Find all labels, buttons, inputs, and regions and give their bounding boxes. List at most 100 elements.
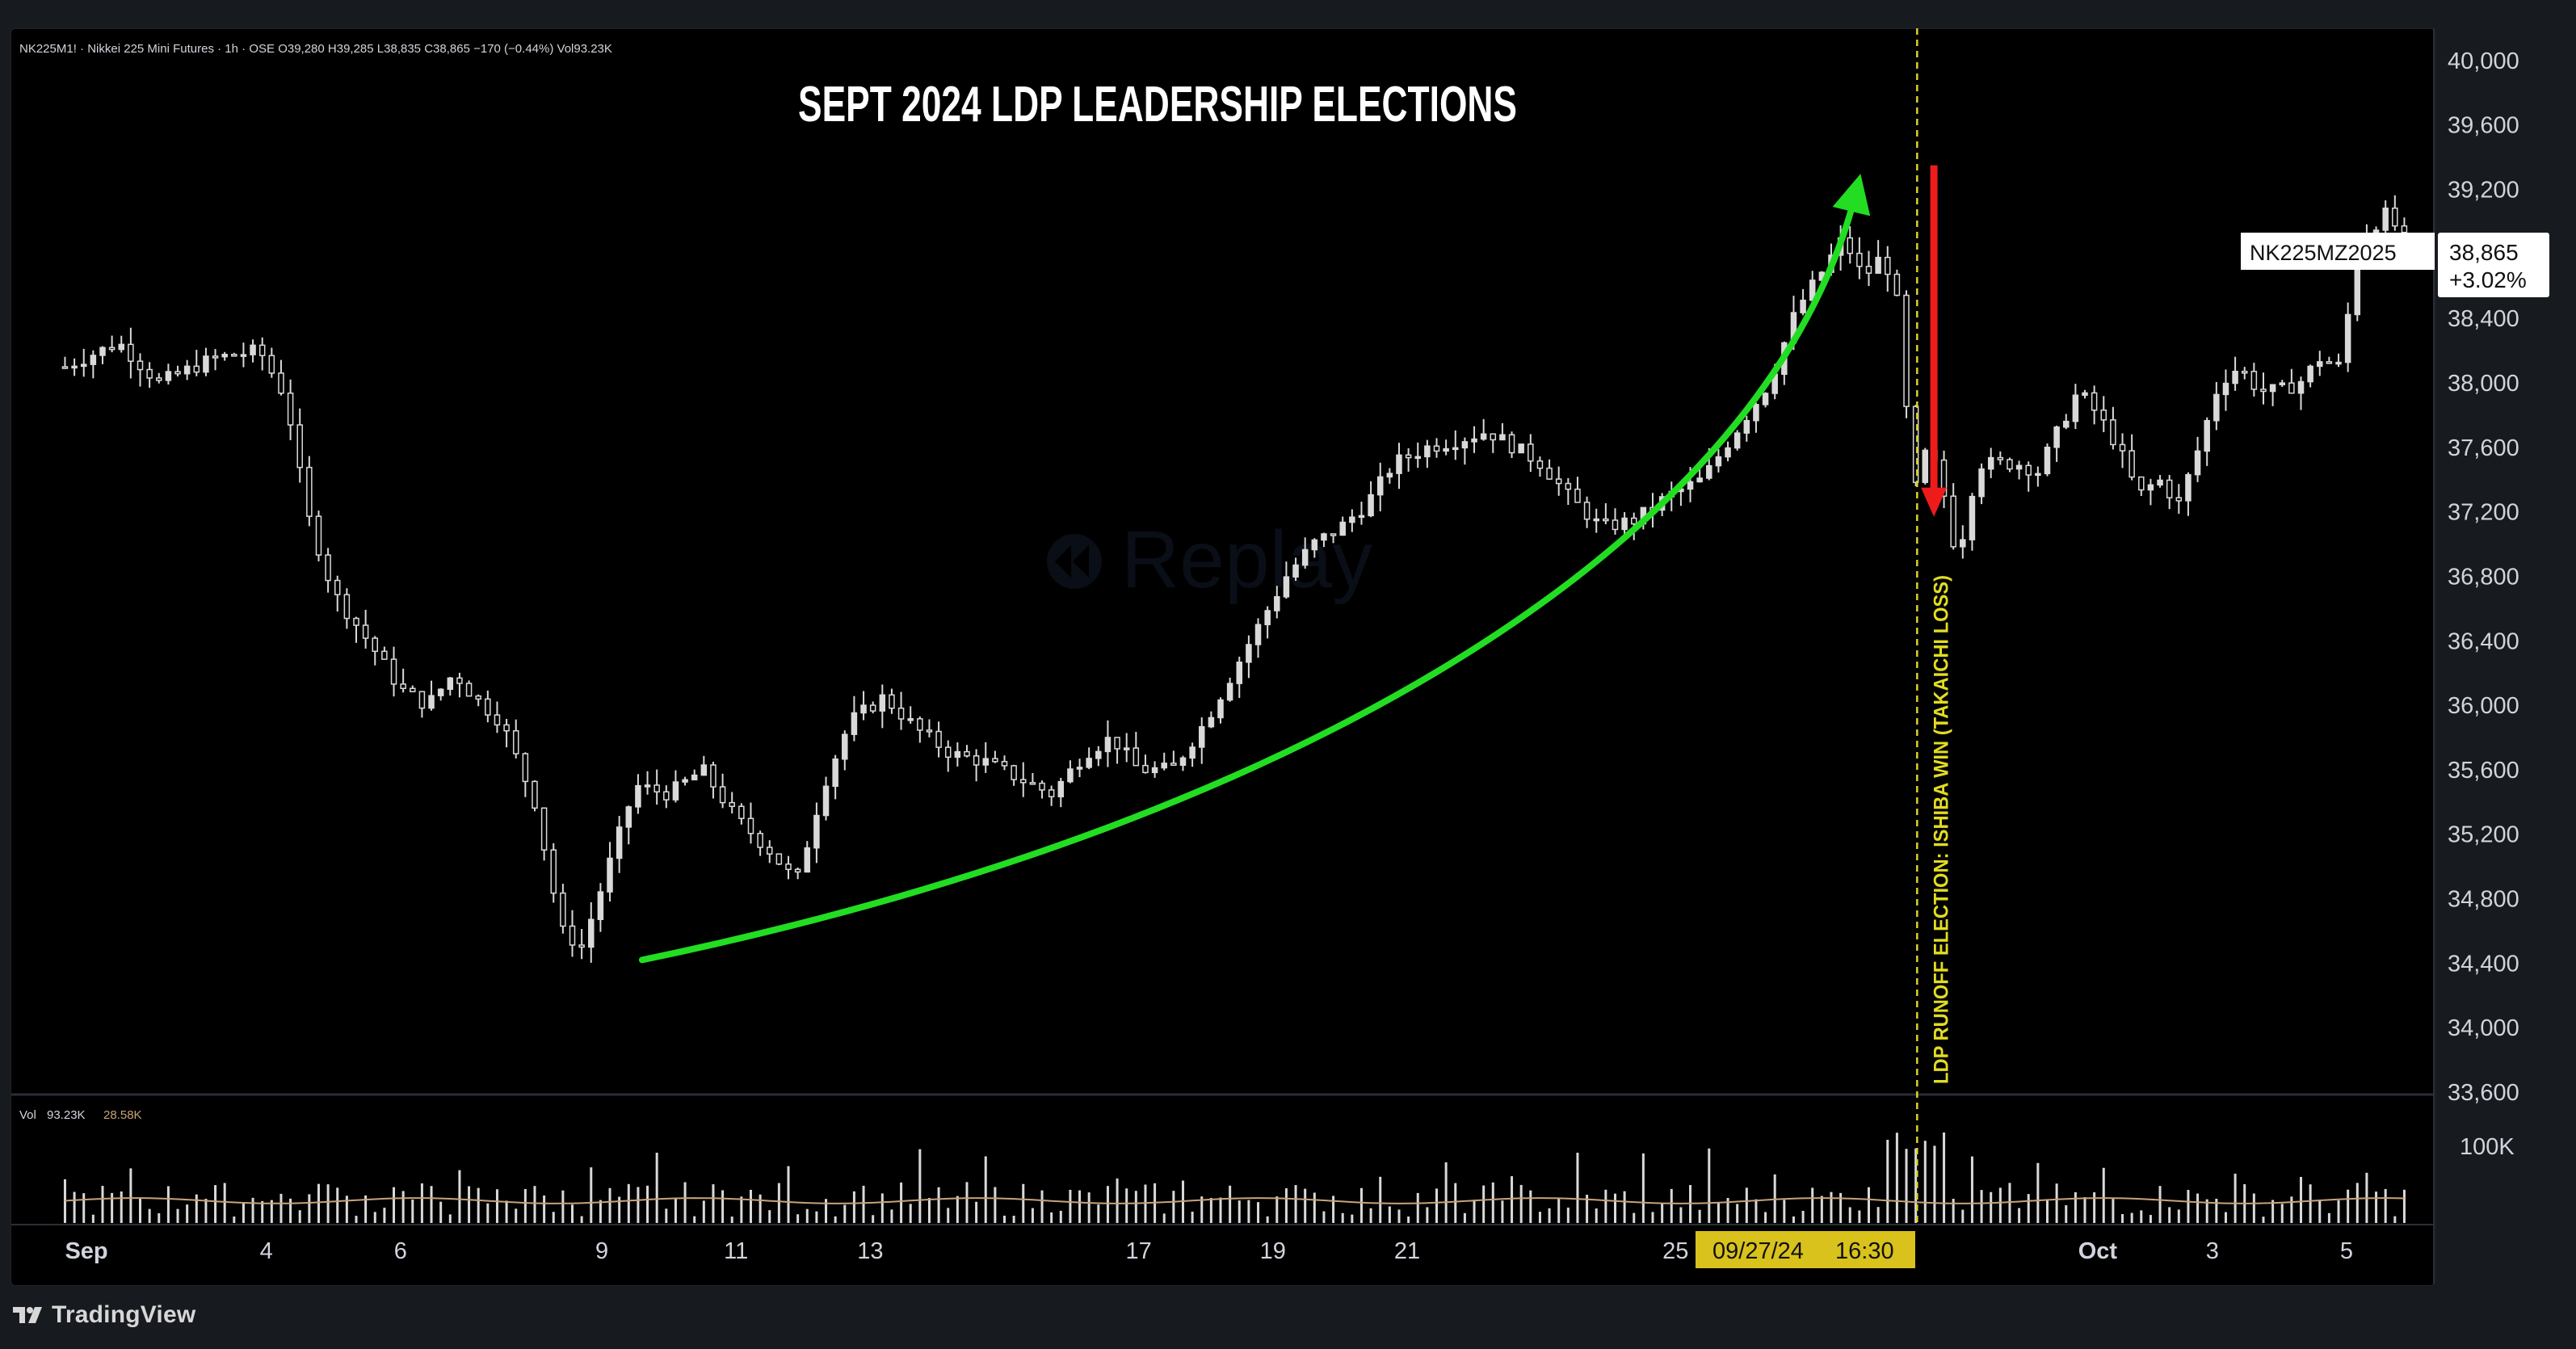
candle-body[interactable] bbox=[672, 781, 679, 801]
candle-body[interactable] bbox=[80, 364, 87, 368]
candle-body[interactable] bbox=[1865, 266, 1872, 274]
candle-body[interactable] bbox=[700, 764, 708, 776]
candle-body[interactable] bbox=[2194, 450, 2201, 476]
candle-body[interactable] bbox=[842, 733, 848, 760]
legend-interval[interactable]: 1h bbox=[225, 42, 238, 56]
candle-body[interactable] bbox=[1987, 456, 1994, 470]
candle-body[interactable] bbox=[118, 343, 124, 351]
candle-body[interactable] bbox=[1011, 765, 1017, 780]
candle-body[interactable] bbox=[1912, 406, 1919, 483]
candle-body[interactable] bbox=[174, 371, 181, 375]
candle-body[interactable] bbox=[1490, 433, 1497, 441]
candle-body[interactable] bbox=[212, 355, 219, 359]
candle-body[interactable] bbox=[1612, 519, 1619, 531]
candle-body[interactable] bbox=[1875, 256, 1881, 274]
candle-body[interactable] bbox=[2166, 479, 2173, 498]
candle-body[interactable] bbox=[1264, 610, 1271, 625]
candle-body[interactable] bbox=[1142, 764, 1149, 774]
candle-body[interactable] bbox=[1960, 539, 1966, 548]
candle-body[interactable] bbox=[1076, 767, 1083, 770]
candle-body[interactable] bbox=[2072, 394, 2079, 422]
candle-body[interactable] bbox=[418, 691, 426, 709]
candle-body[interactable] bbox=[61, 366, 69, 369]
candle-body[interactable] bbox=[1499, 434, 1506, 441]
candle-body[interactable] bbox=[1405, 454, 1412, 459]
candle-body[interactable] bbox=[2382, 207, 2389, 231]
candle-body[interactable] bbox=[1170, 763, 1177, 767]
candle-body[interactable] bbox=[775, 853, 783, 865]
candle-body[interactable] bbox=[1508, 434, 1515, 454]
candle-body[interactable] bbox=[973, 755, 980, 766]
candle-body[interactable] bbox=[897, 707, 905, 720]
candle-body[interactable] bbox=[494, 714, 501, 726]
candle-body[interactable] bbox=[258, 344, 266, 356]
candle-body[interactable] bbox=[2128, 450, 2135, 478]
candle-body[interactable] bbox=[2335, 361, 2342, 365]
candle-body[interactable] bbox=[1358, 515, 1365, 519]
candle-body[interactable] bbox=[2344, 313, 2351, 364]
candle-body[interactable] bbox=[1236, 662, 1243, 684]
candle-body[interactable] bbox=[1029, 782, 1036, 785]
candle-body[interactable] bbox=[2185, 473, 2191, 502]
candle-body[interactable] bbox=[1283, 576, 1290, 598]
candle-body[interactable] bbox=[710, 764, 716, 788]
candle-body[interactable] bbox=[607, 857, 613, 893]
candle-body[interactable] bbox=[1565, 482, 1572, 490]
candle-body[interactable] bbox=[785, 863, 792, 871]
candle-body[interactable] bbox=[231, 354, 237, 357]
candle-body[interactable] bbox=[2307, 365, 2313, 383]
candle-body[interactable] bbox=[108, 347, 116, 351]
candle-body[interactable] bbox=[2007, 459, 2013, 470]
candle-body[interactable] bbox=[1414, 456, 1421, 460]
candle-body[interactable] bbox=[2317, 361, 2323, 368]
candle-body[interactable] bbox=[428, 695, 435, 709]
candle-body[interactable] bbox=[1292, 564, 1299, 578]
candle-body[interactable] bbox=[982, 758, 989, 766]
candle-body[interactable] bbox=[1020, 779, 1027, 784]
candle-body[interactable] bbox=[2147, 484, 2154, 491]
candle-body[interactable] bbox=[2269, 384, 2276, 393]
candle-body[interactable] bbox=[616, 826, 623, 859]
candle-body[interactable] bbox=[625, 806, 632, 828]
candle-body[interactable] bbox=[1856, 252, 1863, 267]
candle-body[interactable] bbox=[1847, 237, 1853, 254]
candle-body[interactable] bbox=[1396, 454, 1402, 474]
candle-body[interactable] bbox=[1583, 502, 1591, 520]
candle-body[interactable] bbox=[390, 658, 397, 685]
candle-body[interactable] bbox=[2260, 389, 2267, 393]
candle-body[interactable] bbox=[1480, 433, 1487, 440]
candle-body[interactable] bbox=[2044, 447, 2051, 475]
candle-body[interactable] bbox=[2326, 361, 2333, 364]
candle-body[interactable] bbox=[889, 694, 895, 709]
candle-body[interactable] bbox=[146, 368, 153, 379]
candle-body[interactable] bbox=[1603, 518, 1609, 522]
candle-body[interactable] bbox=[1424, 445, 1431, 458]
candle-body[interactable] bbox=[766, 847, 773, 855]
candle-body[interactable] bbox=[1978, 468, 1985, 498]
candle-body[interactable] bbox=[578, 944, 585, 948]
candle-body[interactable] bbox=[540, 807, 548, 851]
candle-body[interactable] bbox=[532, 780, 538, 809]
candle-body[interactable] bbox=[1715, 456, 1722, 467]
candle-body[interactable] bbox=[1997, 456, 2004, 460]
candle-body[interactable] bbox=[1095, 750, 1102, 759]
candle-body[interactable] bbox=[2222, 382, 2229, 396]
candle-body[interactable] bbox=[1762, 393, 1769, 406]
candle-body[interactable] bbox=[522, 753, 529, 783]
candle-body[interactable] bbox=[334, 579, 341, 595]
price-tag[interactable]: NK225MZ2025 38,865 +3.02% bbox=[2241, 233, 2549, 297]
candle-body[interactable] bbox=[851, 712, 858, 735]
candle-body[interactable] bbox=[822, 785, 830, 817]
candle-body[interactable] bbox=[1274, 596, 1280, 611]
candle-body[interactable] bbox=[485, 698, 491, 716]
candle-body[interactable] bbox=[90, 355, 97, 365]
candle-body[interactable] bbox=[372, 637, 379, 653]
candle-body[interactable] bbox=[1161, 763, 1167, 769]
candle-body[interactable] bbox=[1940, 459, 1948, 497]
candle-body[interactable] bbox=[1706, 464, 1712, 479]
candle-body[interactable] bbox=[869, 704, 876, 712]
candle-body[interactable] bbox=[2250, 371, 2258, 390]
candle-body[interactable] bbox=[1339, 521, 1346, 536]
candle-body[interactable] bbox=[644, 784, 651, 788]
